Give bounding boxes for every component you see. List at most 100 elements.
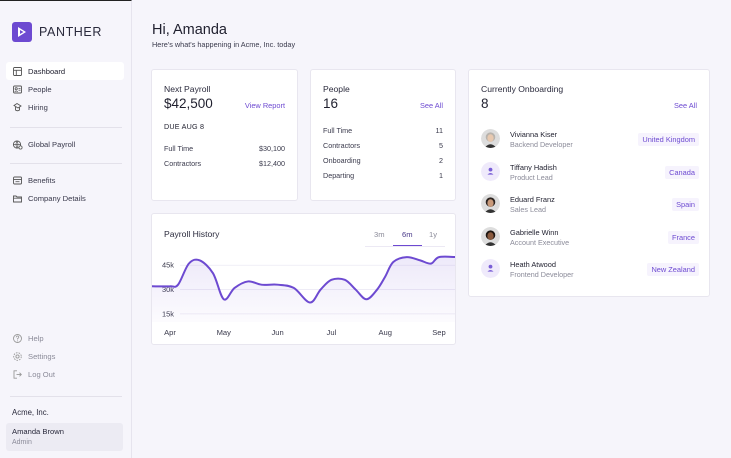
sidebar-item-people[interactable]: People — [6, 80, 124, 98]
onboarding-name: Gabrielle Winn — [510, 227, 559, 237]
people-row: Full Time 11 — [323, 126, 443, 135]
folder-icon — [13, 195, 22, 202]
panther-logo-icon — [12, 22, 32, 42]
onboarding-list-item[interactable]: Tiffany Hadish Product Lead Canada — [481, 161, 699, 184]
onboarding-name: Tiffany Hadish — [510, 162, 557, 172]
chart-series-line — [152, 255, 455, 304]
sidebar-item-settings[interactable]: Settings — [6, 347, 124, 365]
sidebar-item-label: Company Details — [28, 193, 86, 203]
brand-logo[interactable]: PANTHER — [12, 22, 102, 42]
user-role: Admin — [12, 439, 32, 446]
onboarding-country-badge: United Kingdom — [638, 133, 699, 146]
dashboard-icon — [13, 66, 22, 76]
payroll-row-label: Full Time — [164, 144, 194, 153]
nav-divider — [10, 163, 122, 164]
onboarding-name: Heath Atwood — [510, 260, 557, 269]
gear-icon — [13, 351, 22, 361]
nav-payroll: Global Payroll — [6, 135, 124, 153]
avatar — [481, 129, 500, 148]
onboarding-list-item[interactable]: Heath Atwood Frontend Developer New Zealan… — [481, 259, 699, 281]
people-row-value: 2 — [439, 156, 443, 165]
nav-divider — [10, 396, 122, 397]
range-tab-1y[interactable]: 1y — [429, 230, 438, 239]
benefits-icon — [13, 176, 22, 184]
sidebar-item-label: Dashboard — [28, 66, 66, 76]
global-payroll-icon — [12, 139, 23, 150]
sidebar-item-label: Benefits — [28, 175, 56, 185]
people-row-value: 1 — [439, 171, 443, 180]
range-tab-6m[interactable]: 6m — [402, 230, 413, 239]
nav-company: Benefits Company Details — [6, 171, 124, 207]
x-tick-label: Jul — [327, 328, 337, 337]
onboarding-role: Account Executive — [510, 237, 570, 247]
sidebar-item-dashboard[interactable]: Dashboard — [6, 62, 124, 80]
currently-onboarding-card: Currently Onboarding 8 See All Vivianna … — [468, 69, 710, 297]
onboarding-see-all-link[interactable]: See All — [673, 101, 697, 110]
onboarding-role: Sales Lead — [510, 205, 546, 214]
people-row: Onboarding 2 — [323, 156, 443, 165]
logout-icon — [13, 369, 22, 379]
next-payroll-title: Next Payroll — [164, 84, 211, 94]
y-tick-label: 45k — [162, 261, 174, 270]
onboarding-role: Product Lead — [510, 172, 553, 182]
onboarding-name: Vivianna Kiser — [510, 130, 558, 139]
onboarding-name: Eduard Franz — [510, 195, 555, 204]
nav-main: Dashboard People Hiring — [6, 62, 124, 116]
avatar — [481, 226, 500, 246]
sidebar-item-company-details[interactable]: Company Details — [6, 189, 124, 207]
onboarding-list-item[interactable]: Gabrielle Winn Account Executive France — [481, 226, 699, 249]
sidebar-item-benefits[interactable]: Benefits — [6, 171, 124, 189]
avatar — [481, 194, 500, 213]
people-see-all-link[interactable]: See All — [419, 101, 443, 110]
sidebar-item-help[interactable]: Help — [6, 329, 124, 347]
page-subtitle: Here's what's happening in Acme, Inc. to… — [152, 40, 296, 49]
people-row-label: Full Time — [323, 126, 353, 135]
people-count: 16 — [323, 96, 339, 111]
nav-divider — [10, 127, 122, 128]
sidebar-item-label: Settings — [28, 351, 56, 361]
people-row-value: 5 — [439, 141, 443, 150]
people-row: Departing 1 — [323, 171, 443, 180]
person-placeholder-icon — [481, 161, 500, 181]
user-name: Amanda Brown — [12, 427, 64, 436]
hiring-icon — [13, 102, 22, 111]
onboarding-country-badge: Spain — [672, 198, 699, 211]
sidebar-item-label: People — [28, 84, 52, 94]
tab-baseline — [365, 246, 445, 247]
people-card: People 16 See All Full Time 11 Contracto… — [310, 69, 456, 201]
sidebar: PANTHER Dashboard People Hiring Global Pay… — [0, 0, 132, 458]
people-row: Contractors 5 — [323, 141, 443, 150]
brand-name: PANTHER — [39, 25, 103, 39]
sidebar-item-label: Help — [28, 333, 44, 343]
view-report-link[interactable]: View Report — [244, 101, 285, 110]
people-icon — [13, 85, 22, 93]
onboarding-role: Backend Developer — [510, 140, 573, 149]
nav-footer: Help Settings Log Out — [6, 329, 124, 383]
onboarding-list-item[interactable]: Eduard Franz Sales Lead Spain — [481, 194, 699, 216]
range-tab-3m[interactable]: 3m — [374, 230, 385, 239]
sidebar-item-log-out[interactable]: Log Out — [6, 365, 124, 383]
active-tab-underline — [393, 245, 422, 247]
onboarding-list-item[interactable]: Vivianna Kiser Backend Developer United Ki… — [481, 129, 699, 151]
sidebar-item-label: Hiring — [28, 102, 48, 112]
people-row-label: Contractors — [323, 141, 361, 150]
help-icon — [13, 333, 22, 343]
chart-area-fill — [152, 256, 455, 322]
onboarding-role: Frontend Developer — [510, 270, 574, 279]
payroll-history-card: Payroll History 45k30k15kAprMayJunJulAug… — [151, 213, 456, 345]
sidebar-item-hiring[interactable]: Hiring — [6, 98, 124, 116]
people-row-label: Departing — [323, 171, 355, 180]
x-tick-label: May — [217, 328, 232, 337]
x-tick-label: Jun — [271, 328, 283, 337]
user-menu[interactable]: Amanda Brown Admin — [6, 423, 123, 451]
x-tick-label: Sep — [432, 328, 446, 337]
company-name: Acme, Inc. — [12, 408, 49, 417]
x-tick-label: Aug — [378, 328, 392, 337]
onboarding-count: 8 — [481, 96, 489, 111]
onboarding-country-badge: Canada — [665, 165, 699, 179]
sidebar-item-global-payroll[interactable]: Global Payroll — [6, 135, 124, 153]
onboarding-country-badge: France — [667, 230, 699, 244]
person-placeholder-icon — [481, 259, 500, 278]
people-row-label: Onboarding — [323, 156, 361, 165]
payroll-row: Full Time $30,100 — [164, 144, 285, 153]
